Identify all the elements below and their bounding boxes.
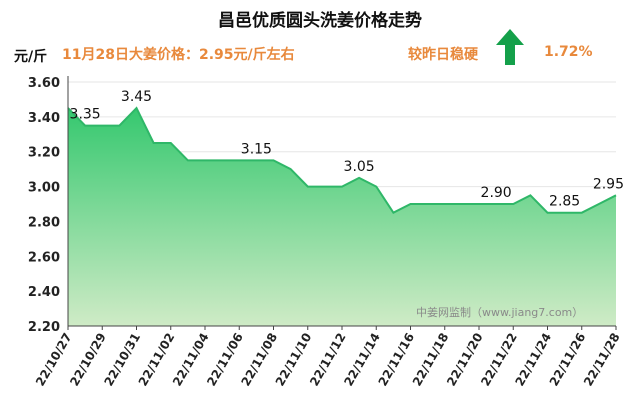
change-percent: 1.72%: [544, 44, 593, 60]
data-label: 3.15: [241, 141, 272, 157]
price-line: [67, 106, 617, 214]
y-tick-label: 3.40: [28, 111, 60, 126]
up-arrow-icon: [496, 29, 524, 65]
x-axis-ticks: 22/10/2722/10/2922/10/3122/11/0222/11/04…: [33, 326, 623, 388]
data-label: 3.35: [70, 107, 101, 123]
y-tick-label: 3.00: [28, 181, 60, 196]
watermark: 中姜网监制（www.jiang7.com）: [416, 305, 583, 319]
chart-title: 昌邑优质圆头洗姜价格走势: [218, 11, 422, 31]
data-label: 2.95: [593, 176, 624, 192]
y-tick-label: 2.20: [28, 320, 60, 335]
y-tick-label: 2.40: [28, 285, 60, 300]
price-text: 11月28日大姜价格：2.95元/斤左右: [62, 47, 295, 63]
y-tick-label: 2.60: [28, 250, 60, 265]
data-label: 2.90: [481, 185, 512, 201]
y-tick-label: 3.60: [28, 76, 60, 91]
price-area: [68, 108, 616, 326]
y-tick-label: 2.80: [28, 215, 60, 230]
y-tick-label: 3.20: [28, 146, 60, 161]
y-axis-ticks: 2.20 2.40 2.60 2.80 3.00 3.20 3.40 3.60: [28, 76, 60, 335]
data-label: 3.05: [344, 159, 375, 175]
data-label: 2.85: [549, 194, 580, 210]
data-labels: 3.35 3.45 3.15 3.05 2.90 2.85 2.95: [70, 89, 624, 210]
compare-label: 较昨日稳硬: [408, 47, 478, 63]
data-label: 3.45: [121, 89, 152, 105]
unit-label: 元/斤: [14, 49, 48, 65]
